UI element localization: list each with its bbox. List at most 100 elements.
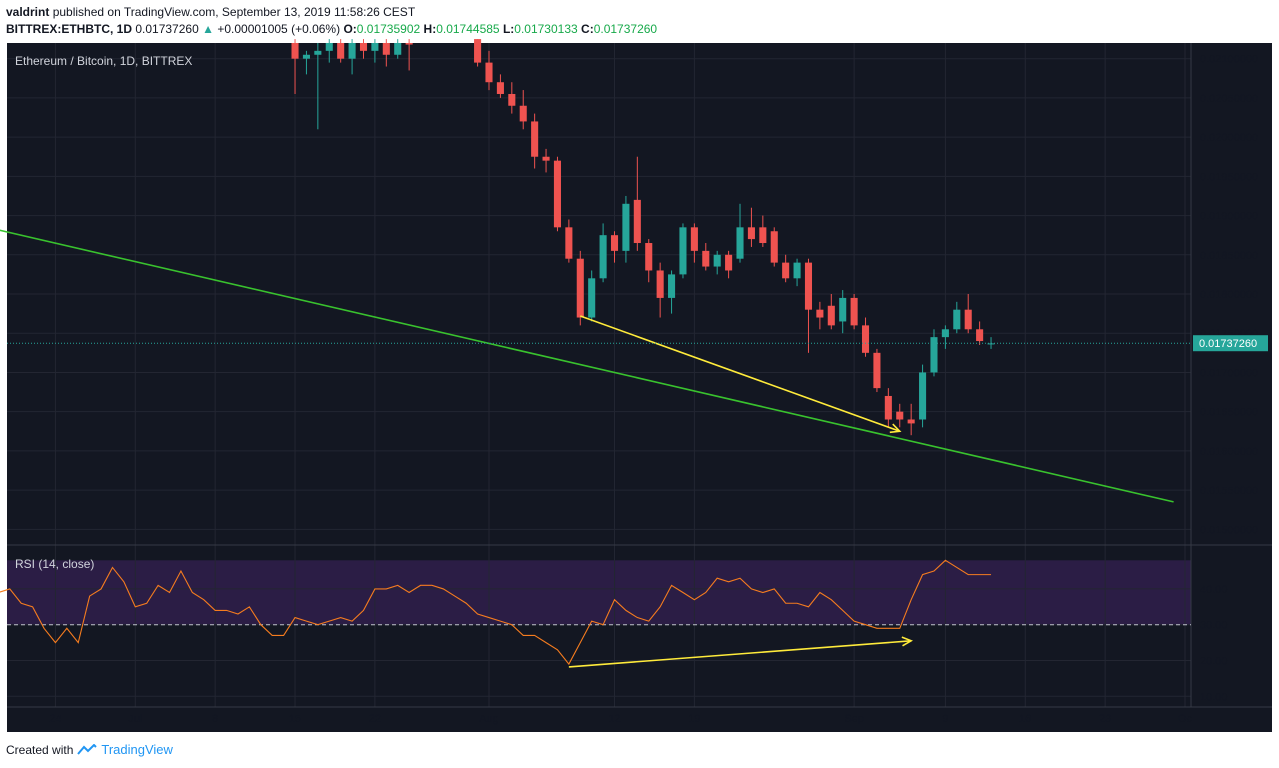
candle-body: [359, 43, 368, 51]
price-tick-label: 0.01500000: [1200, 524, 1258, 536]
candle: [610, 231, 619, 263]
low-label: L:: [502, 22, 515, 36]
candle-body: [496, 82, 504, 94]
chart-background: [7, 43, 1272, 732]
candle: [770, 227, 778, 267]
candle-body: [314, 50, 322, 55]
candle-body: [987, 343, 995, 345]
candle: [519, 90, 527, 130]
time-tick-label: 23: [1099, 713, 1111, 725]
open-value: 0.01735902: [356, 22, 421, 36]
candle: [702, 243, 710, 271]
candle-body: [953, 309, 961, 330]
candle: [565, 219, 573, 263]
candle-body: [531, 121, 539, 157]
candle: [736, 203, 744, 263]
candle-body: [907, 419, 915, 424]
candle-body: [713, 254, 721, 267]
candle-body: [645, 243, 653, 271]
candles: [291, 39, 995, 436]
candle-body: [679, 227, 687, 275]
rsi-tick-label: 20.00: [1200, 655, 1228, 667]
arrow-shaft: [580, 315, 901, 433]
candle: [485, 50, 493, 91]
time-tick-label: 8: [212, 713, 218, 725]
candle-body: [804, 262, 813, 310]
candle: [474, 39, 482, 67]
candle: [725, 250, 733, 279]
candle-body: [599, 235, 607, 279]
candle: [827, 294, 835, 330]
author-name[interactable]: valdrint: [6, 5, 50, 19]
last-price: 0.01737260: [135, 22, 199, 36]
time-tick-label: 24: [49, 713, 61, 725]
candle: [690, 223, 698, 263]
time-tick-label: 22: [369, 713, 381, 725]
rsi-band: [7, 560, 1191, 625]
candle: [747, 207, 755, 247]
open-label: O:: [343, 22, 357, 36]
overlays: [0, 229, 1191, 668]
candle: [976, 321, 984, 345]
candle: [873, 348, 881, 393]
time-tick-label: 16: [1019, 713, 1031, 725]
high-label: H:: [423, 22, 437, 36]
time-tick-label: 19: [688, 713, 700, 725]
candle-body: [337, 43, 345, 59]
created-with-label: Created with: [6, 742, 74, 757]
candle-body: [827, 305, 835, 326]
candle-body: [588, 278, 596, 318]
green-trendline: [0, 229, 1174, 503]
candle-body: [747, 227, 755, 240]
candle-body: [690, 227, 698, 251]
candle: [531, 113, 539, 169]
candle: [907, 403, 915, 436]
close-value: 0.01737260: [593, 22, 658, 36]
axes: 0.01500000 0.01550000 0.01600000 0.01650000…: [49, 54, 1268, 725]
candle-body: [622, 203, 630, 251]
candle-body: [782, 262, 790, 279]
candle: [599, 223, 607, 283]
candle-body: [302, 54, 310, 59]
candle: [839, 290, 847, 334]
candle-body: [519, 105, 527, 122]
tradingview-logo-icon: [77, 743, 98, 755]
candle: [496, 74, 504, 98]
candle: [542, 148, 550, 173]
time-tick-label: Jul: [128, 713, 142, 725]
last-price-label: 0.01737260: [1199, 338, 1257, 350]
candle-body: [656, 270, 664, 298]
candle-body: [382, 43, 390, 55]
candle: [861, 317, 870, 357]
candle: [348, 39, 356, 75]
candle-body: [474, 39, 482, 63]
symbol-label: BITTREX:ETHBTC, 1D: [6, 22, 132, 36]
price-tick-label: 0.02000000: [1200, 132, 1258, 144]
candle-body: [736, 227, 744, 259]
candle-body: [610, 235, 619, 251]
candle-body: [668, 274, 676, 298]
candle: [964, 294, 972, 334]
candle: [588, 270, 596, 322]
candle: [371, 39, 379, 63]
candle-body: [919, 372, 927, 420]
candle: [576, 250, 584, 326]
candle-body: [816, 309, 824, 318]
tradingview-brand[interactable]: TradingView: [101, 742, 173, 757]
price-tick-label: 0.01950000: [1200, 171, 1258, 183]
candle: [941, 325, 949, 349]
candle-body: [930, 337, 938, 373]
candle: [793, 258, 801, 287]
rsi-pane: [0, 559, 1191, 666]
candle-body: [873, 352, 881, 389]
candle: [645, 239, 653, 283]
candle: [850, 294, 858, 330]
candle: [325, 39, 333, 63]
rsi-tick-label: 40.00: [1200, 584, 1228, 596]
candle-body: [839, 297, 847, 322]
candle: [291, 39, 299, 94]
candle: [884, 388, 892, 428]
price-tick-label: 0.02100000: [1200, 54, 1258, 66]
published-text: published on TradingView.com, September …: [52, 5, 416, 19]
